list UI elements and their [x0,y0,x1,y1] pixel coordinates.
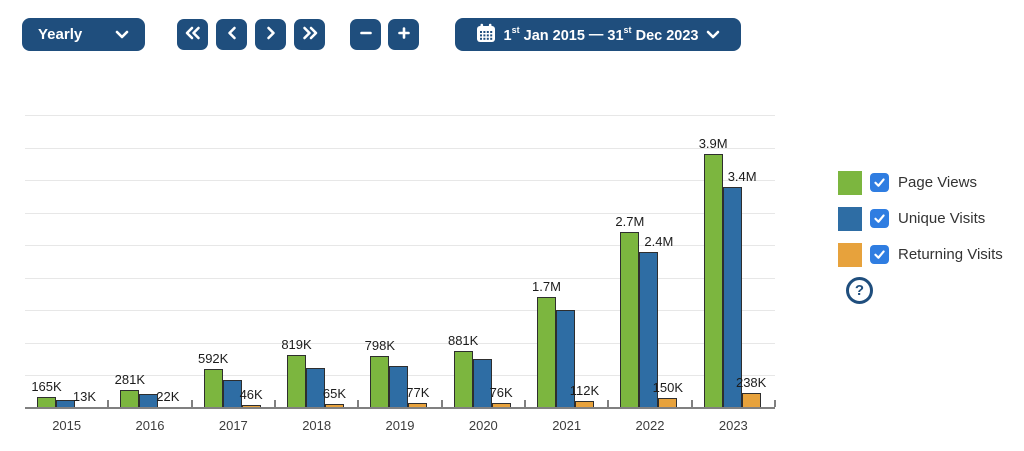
legend-label-page-views: Page Views [898,174,977,191]
page-views-value-label-2018: 819K [281,336,312,352]
page-views-bar-2023[interactable] [703,154,723,408]
nav-first-button[interactable] [177,19,208,50]
period-select[interactable]: Yearly [22,18,145,51]
x-axis-tick [774,400,776,407]
x-axis-tick [607,400,610,407]
chevrons-left-icon [184,26,202,43]
returning-visits-bar-2023[interactable] [741,392,761,408]
unique-visits-value-label-2022: 2.4M [644,233,674,249]
chevron-left-icon [226,26,238,43]
period-select-value: Yearly [38,26,83,43]
page-views-color-swatch [838,170,862,195]
help-icon[interactable]: ? [846,277,873,304]
gridline [25,180,775,182]
unique-visits-bar-2020[interactable] [472,358,492,408]
x-axis-line [25,407,775,409]
nav-next-button[interactable] [255,19,286,50]
page-views-value-label-2022: 2.7M [615,214,645,230]
x-axis-tick [274,400,276,407]
gridline [25,212,775,214]
returning-visits-value-label-2023: 238K [735,374,767,390]
returning-visits-color-swatch [838,242,862,267]
legend-label-returning-visits: Returning Visits [898,246,1003,263]
returning-visits-checkbox[interactable] [870,245,889,264]
legend-row-unique-visits: Unique Visits [838,206,1003,231]
chevron-down-icon [706,27,720,43]
returning-visits-value-label-2015: 13K [72,389,97,404]
page-views-value-label-2016: 281K [114,371,146,387]
x-axis-label-2016: 2016 [135,418,165,433]
gridline [25,310,775,312]
page-views-value-label-2015: 165K [31,379,62,395]
x-axis-label-2022: 2022 [635,418,665,433]
x-axis-label-2020: 2020 [468,418,498,433]
legend-row-page-views: Page Views [838,170,1003,195]
x-axis-label-2021: 2021 [552,418,582,433]
gridline [25,245,775,247]
returning-visits-value-label-2021: 112K [569,382,600,398]
bar-chart: 165K 281K 592K 819K 798K 881K 1.7M 2.7M 3.9M 2.4M… [25,110,776,433]
zoom-out-button[interactable] [350,19,381,50]
page-views-value-label-2017: 592K [197,351,229,367]
unique-visits-value-label-2023: 3.4M [727,168,757,184]
gridline [25,115,775,117]
chart-legend: Page Views Unique Visits Returning Visit… [838,170,1003,278]
x-axis-label-2017: 2017 [218,418,248,433]
returning-visits-value-label-2019: 77K [406,384,430,400]
chevron-right-icon [265,26,277,43]
plus-icon [397,26,411,43]
unique-visits-color-swatch [838,206,862,231]
x-axis-label-2023: 2023 [718,418,748,433]
returning-visits-value-label-2016: 22K [156,388,180,404]
unique-visits-checkbox[interactable] [870,209,889,228]
x-axis-tick [357,400,360,407]
zoom-in-button[interactable] [388,19,419,50]
page-views-value-label-2023: 3.9M [698,136,728,152]
page-views-value-label-2021: 1.7M [532,279,561,295]
page-views-value-label-2020: 881K [447,332,479,348]
x-axis-tick [440,400,443,407]
gridline [25,342,775,344]
chevrons-right-icon [301,26,319,43]
date-range-select[interactable]: 1st Jan 2015—31st Dec 2023 [455,18,741,51]
x-axis-label-2018: 2018 [302,418,332,433]
date-range-text: 1st Jan 2015—31st Dec 2023 [503,24,699,44]
page-views-bar-2019[interactable] [370,356,390,408]
returning-visits-value-label-2022: 150K [652,380,684,396]
gridline [25,147,775,149]
page-views-checkbox[interactable] [870,173,889,192]
nav-last-button[interactable] [294,19,325,50]
x-axis-label-2019: 2019 [385,418,415,433]
minus-icon [359,26,373,43]
x-axis-tick [190,400,193,407]
legend-label-unique-visits: Unique Visits [898,210,986,227]
page-views-value-label-2019: 798K [364,338,396,354]
x-axis-label-2015: 2015 [52,418,82,433]
x-axis-tick [107,400,110,407]
x-axis-tick [690,400,693,407]
chevron-down-icon [115,26,129,43]
returning-visits-value-label-2020: 76K [489,385,513,401]
nav-previous-button[interactable] [216,19,247,50]
x-axis-tick [524,400,526,407]
returning-visits-value-label-2017: 46K [239,387,263,402]
returning-visits-value-label-2018: 65K [322,385,347,401]
legend-row-returning-visits: Returning Visits [838,242,1003,267]
calendar-icon [476,23,496,47]
gridline [25,277,775,279]
